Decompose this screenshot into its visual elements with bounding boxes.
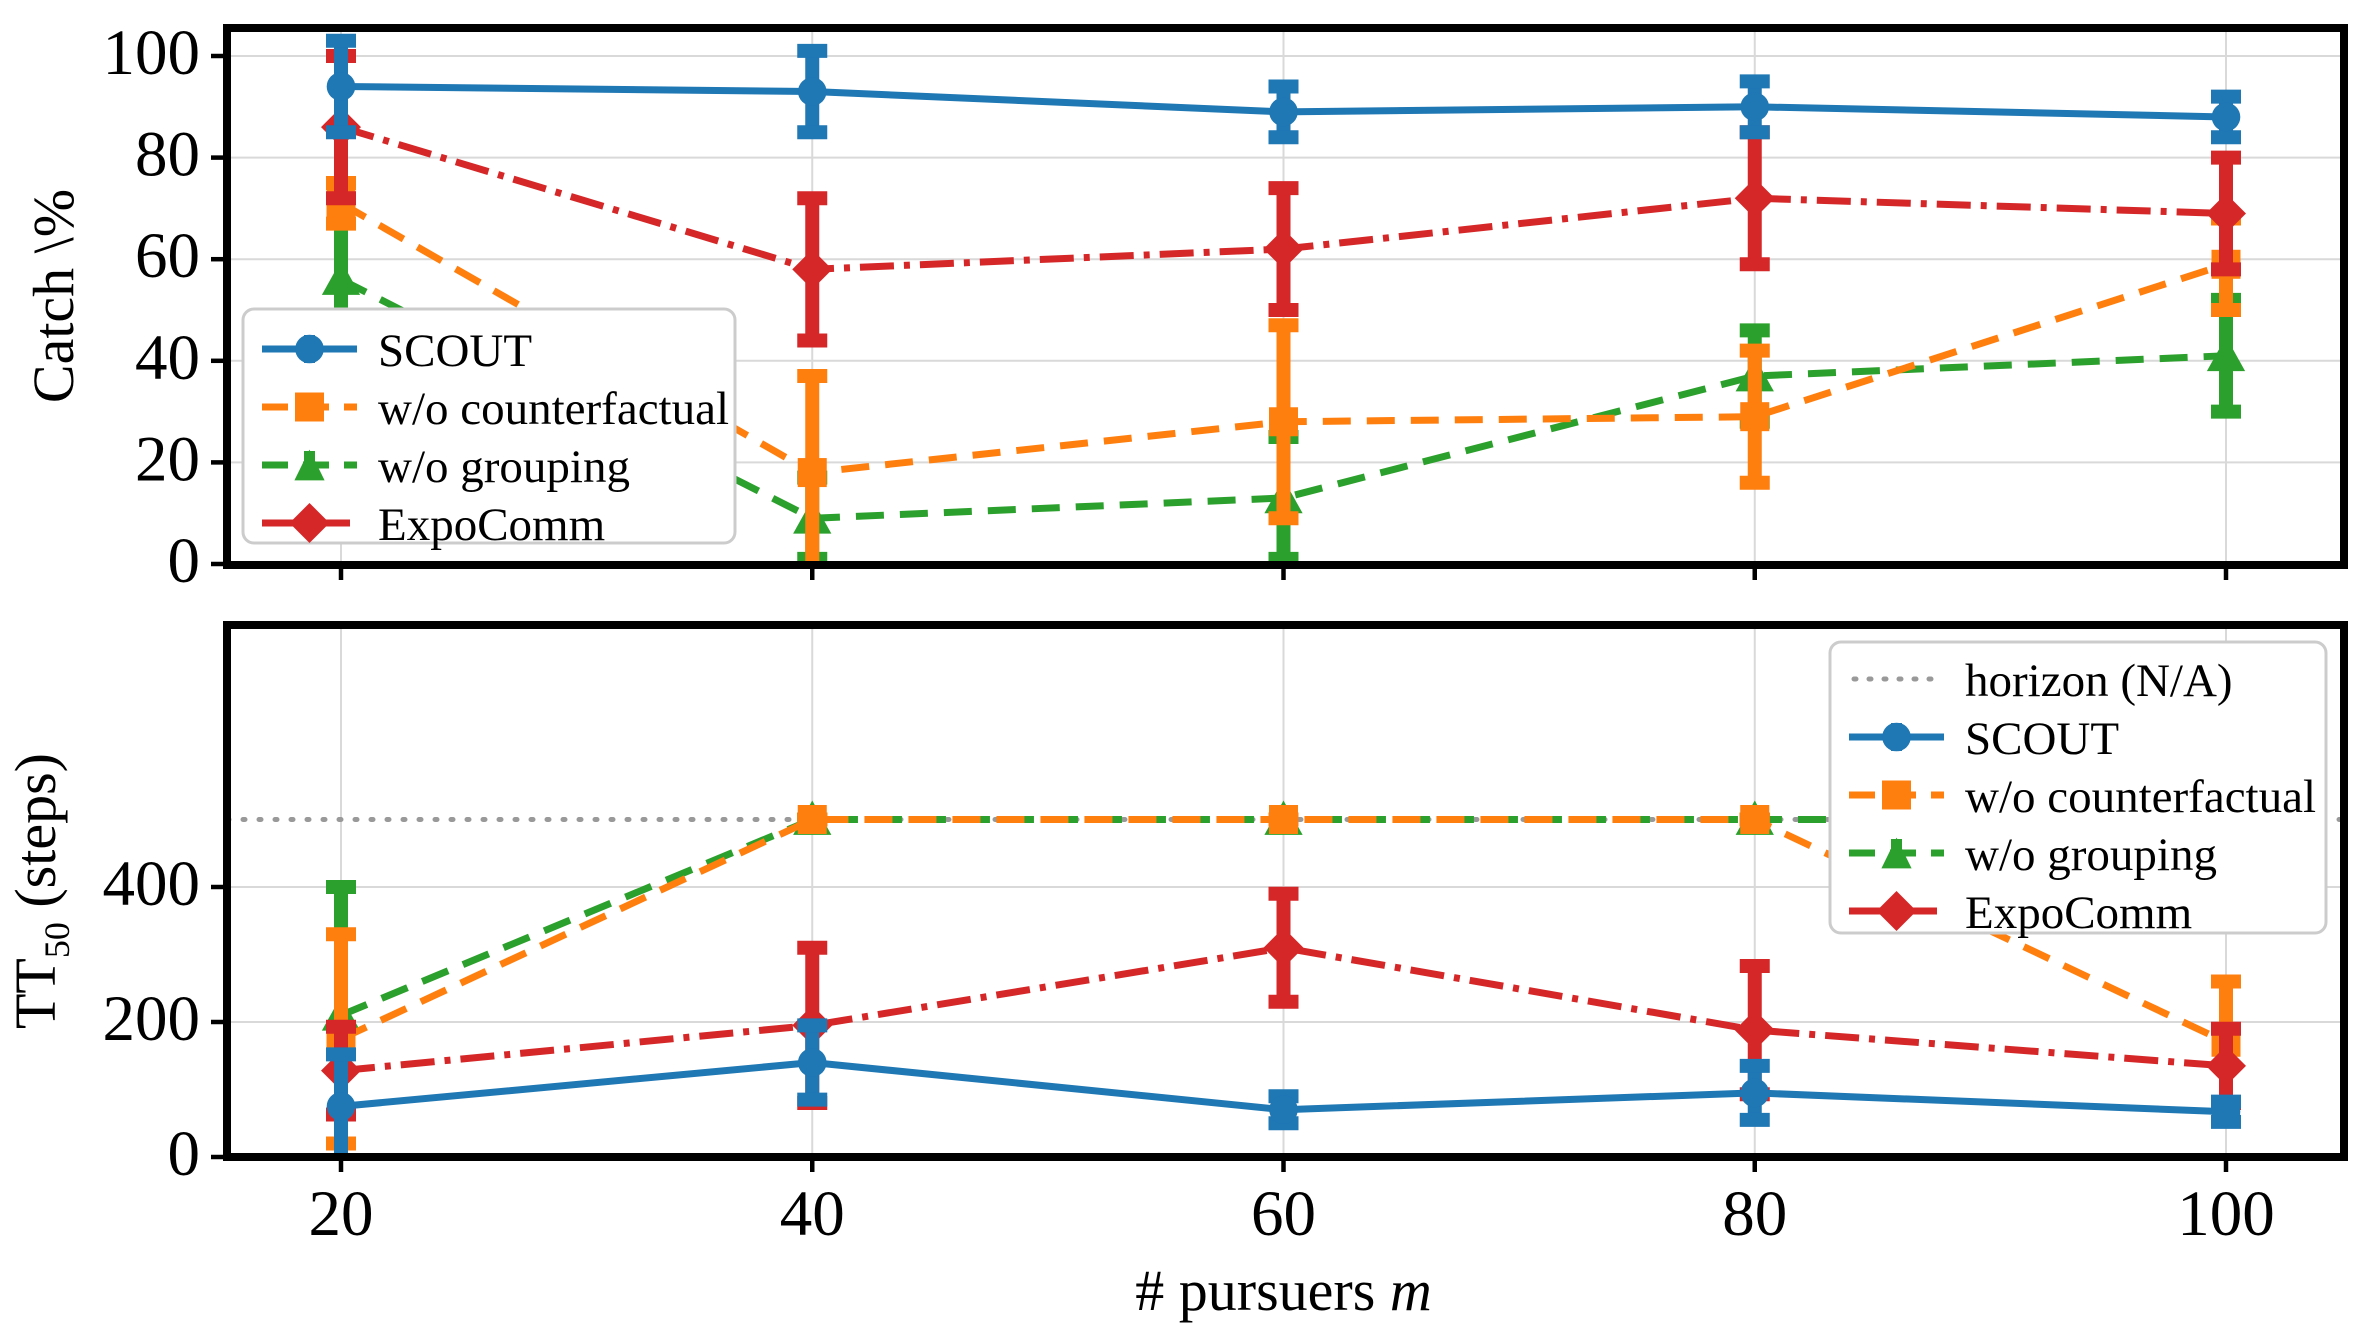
svg-text:100: 100 xyxy=(2177,1178,2275,1250)
svg-text:0: 0 xyxy=(168,1118,201,1190)
svg-text:60: 60 xyxy=(1251,1178,1316,1250)
svg-text:SCOUT: SCOUT xyxy=(1965,713,2119,765)
svg-text:40: 40 xyxy=(135,322,200,394)
svg-text:100: 100 xyxy=(103,17,201,89)
svg-text:400: 400 xyxy=(103,848,201,920)
svg-text:w/o grouping: w/o grouping xyxy=(378,441,630,493)
svg-text:SCOUT: SCOUT xyxy=(378,325,532,377)
svg-text:20: 20 xyxy=(309,1178,374,1250)
svg-text:w/o grouping: w/o grouping xyxy=(1965,829,2217,881)
svg-text:40: 40 xyxy=(780,1178,845,1250)
svg-text:80: 80 xyxy=(1722,1178,1787,1250)
svg-text:0: 0 xyxy=(168,525,201,597)
svg-text:20: 20 xyxy=(135,423,200,495)
svg-text:w/o counterfactual: w/o counterfactual xyxy=(1965,771,2316,823)
svg-text:TT50 (steps): TT50 (steps) xyxy=(3,753,77,1029)
svg-text:ExpoComm: ExpoComm xyxy=(378,499,605,551)
svg-text:w/o counterfactual: w/o counterfactual xyxy=(378,383,729,435)
svg-text:Catch \%: Catch \% xyxy=(21,189,86,403)
svg-text:# pursuers m: # pursuers m xyxy=(1135,1258,1431,1323)
svg-text:80: 80 xyxy=(135,119,200,191)
svg-text:60: 60 xyxy=(135,220,200,292)
svg-text:ExpoComm: ExpoComm xyxy=(1965,887,2192,939)
svg-text:200: 200 xyxy=(103,983,201,1055)
svg-text:horizon (N/A): horizon (N/A) xyxy=(1965,655,2233,707)
